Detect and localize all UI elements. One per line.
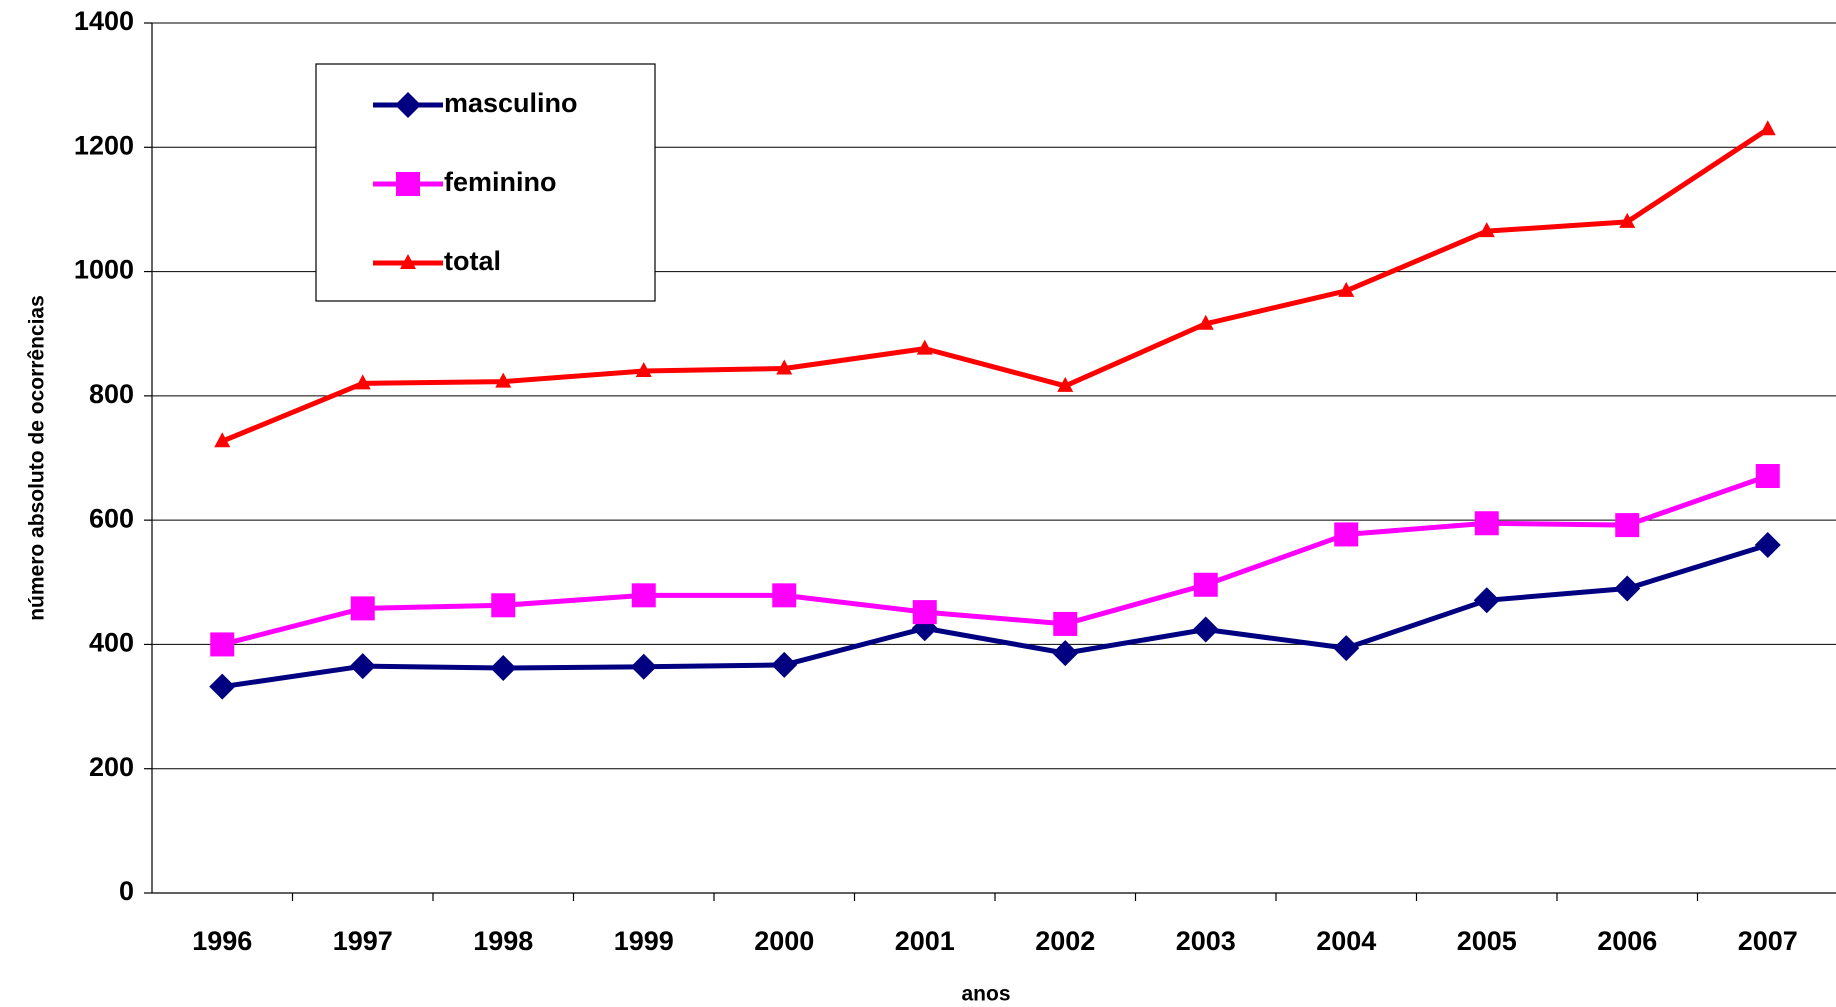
legend-label: masculino: [444, 88, 578, 118]
marker: [1619, 212, 1636, 228]
marker: [1615, 513, 1640, 538]
marker: [1197, 314, 1214, 330]
x-tick-label: 2002: [1035, 926, 1095, 956]
marker: [1759, 120, 1776, 136]
marker: [491, 593, 516, 618]
x-tick-label: 1997: [333, 926, 393, 956]
marker: [495, 372, 512, 388]
marker: [1474, 511, 1499, 536]
marker: [350, 596, 375, 621]
x-tick-label: 1996: [192, 926, 252, 956]
marker: [1755, 464, 1780, 489]
marker: [916, 339, 933, 355]
x-tick-label: 2000: [754, 926, 814, 956]
marker: [210, 632, 235, 657]
marker: [1052, 640, 1079, 667]
marker: [1334, 522, 1359, 547]
marker: [1754, 532, 1781, 558]
marker: [772, 583, 797, 608]
marker: [395, 92, 421, 118]
series-line: [221, 127, 1770, 444]
marker: [631, 583, 656, 608]
series-line: [221, 542, 1769, 690]
y-tick-label: 200: [89, 752, 134, 782]
x-tick-label: 1999: [614, 926, 674, 956]
marker: [1338, 281, 1355, 297]
x-tick-label: 2007: [1738, 926, 1798, 956]
marker: [349, 653, 376, 680]
x-axis-title: anos: [961, 983, 1010, 1006]
marker: [400, 254, 416, 269]
x-tick-label: 2004: [1316, 926, 1376, 956]
marker: [1053, 611, 1078, 636]
x-tick-label: 2003: [1176, 926, 1236, 956]
x-tick-label: 2006: [1597, 926, 1657, 956]
y-tick-label: 600: [89, 503, 134, 533]
marker: [1478, 222, 1495, 238]
marker: [635, 362, 652, 377]
marker: [209, 673, 236, 700]
y-tick-label: 400: [89, 628, 134, 658]
y-axis-title: número absoluto de ocorrências: [26, 295, 49, 621]
marker: [490, 655, 517, 682]
marker: [771, 651, 798, 678]
marker: [630, 653, 657, 680]
y-tick-label: 1000: [74, 255, 134, 285]
legend-label: total: [444, 246, 501, 276]
marker: [776, 359, 793, 375]
marker: [1057, 376, 1074, 392]
marker: [354, 374, 371, 390]
legend-label: feminino: [444, 167, 557, 197]
series-line: [221, 473, 1769, 647]
x-tick-label: 2005: [1457, 926, 1517, 956]
x-tick-label: 2001: [895, 926, 955, 956]
marker: [1193, 572, 1218, 597]
y-tick-label: 1400: [74, 6, 134, 36]
marker: [912, 600, 937, 625]
y-tick-label: 1200: [74, 130, 134, 160]
marker: [1333, 635, 1360, 662]
x-tick-label: 1998: [473, 926, 533, 956]
marker: [214, 432, 231, 448]
y-tick-label: 800: [89, 379, 134, 409]
y-tick-label: 0: [119, 876, 134, 906]
marker: [396, 172, 420, 196]
legend-box: [315, 63, 656, 302]
marker: [1614, 575, 1641, 602]
marker: [1473, 587, 1500, 614]
marker: [1192, 616, 1219, 643]
